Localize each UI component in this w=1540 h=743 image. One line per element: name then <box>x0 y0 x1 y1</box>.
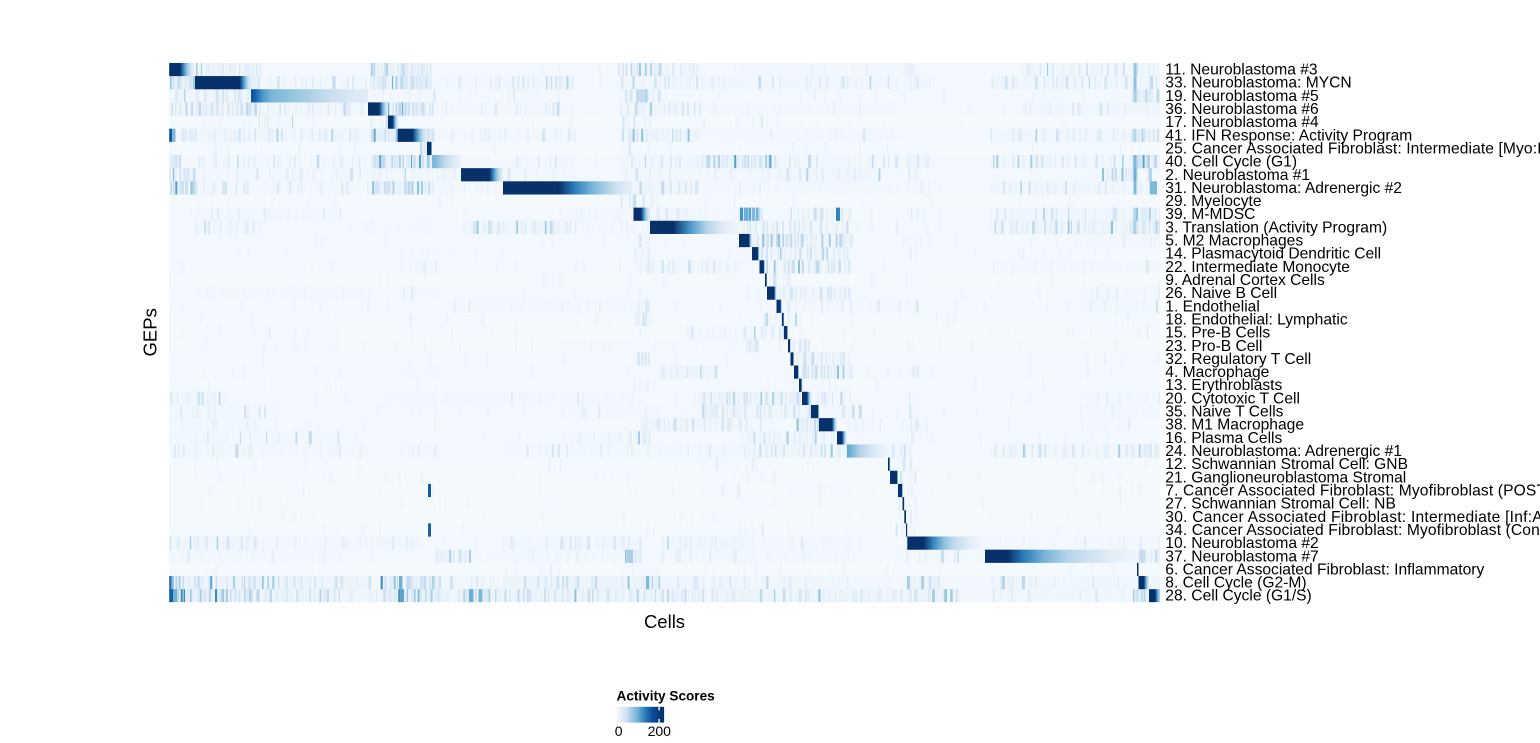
svg-text:GEPs: GEPs <box>140 308 161 356</box>
svg-text:22. Intermediate Monocyte: 22. Intermediate Monocyte <box>1165 259 1350 276</box>
svg-text:31. Neuroblastoma: Adrenergic: 31. Neuroblastoma: Adrenergic #2 <box>1165 180 1402 197</box>
svg-text:Cells: Cells <box>644 611 685 632</box>
svg-text:27. Schwannian Stromal Cell: N: 27. Schwannian Stromal Cell: NB <box>1165 496 1396 513</box>
svg-text:26. Naive B Cell: 26. Naive B Cell <box>1165 285 1277 302</box>
svg-text:5. M2 Macrophages: 5. M2 Macrophages <box>1165 233 1303 250</box>
svg-text:10. Neuroblastoma #2: 10. Neuroblastoma #2 <box>1165 535 1318 552</box>
svg-text:16. Plasma Cells: 16. Plasma Cells <box>1165 430 1282 447</box>
svg-text:0: 0 <box>615 723 623 739</box>
svg-text:36. Neuroblastoma #6: 36. Neuroblastoma #6 <box>1165 101 1318 118</box>
svg-text:17. Neuroblastoma #4: 17. Neuroblastoma #4 <box>1165 114 1319 131</box>
svg-text:19. Neuroblastoma #5: 19. Neuroblastoma #5 <box>1165 88 1319 105</box>
svg-text:7. Cancer Associated Fibroblas: 7. Cancer Associated Fibroblast: Myofibr… <box>1165 482 1540 499</box>
svg-text:35. Naive T Cells: 35. Naive T Cells <box>1165 404 1283 421</box>
svg-text:23. Pro-B Cell: 23. Pro-B Cell <box>1165 338 1262 355</box>
svg-text:30. Cancer Associated Fibrobla: 30. Cancer Associated Fibroblast: Interm… <box>1165 509 1540 526</box>
svg-text:8. Cell Cycle (G2-M): 8. Cell Cycle (G2-M) <box>1165 575 1306 592</box>
svg-text:32. Regulatory T Cell: 32. Regulatory T Cell <box>1165 351 1311 368</box>
svg-text:4. Macrophage: 4. Macrophage <box>1165 364 1269 381</box>
svg-text:11. Neuroblastoma #3: 11. Neuroblastoma #3 <box>1165 62 1317 79</box>
svg-text:Activity Scores: Activity Scores <box>617 689 715 704</box>
svg-text:200: 200 <box>648 723 672 739</box>
svg-text:29. Myelocyte: 29. Myelocyte <box>1165 193 1261 210</box>
svg-text:1. Endothelial: 1. Endothelial <box>1165 298 1260 315</box>
svg-text:34. Cancer Associated Fibrobla: 34. Cancer Associated Fibroblast: Myofib… <box>1165 522 1540 539</box>
svg-text:24. Neuroblastoma: Adrenergic: 24. Neuroblastoma: Adrenergic #1 <box>1165 443 1402 460</box>
svg-text:20. Cytotoxic T Cell: 20. Cytotoxic T Cell <box>1165 390 1300 407</box>
svg-text:21. Ganglioneuroblastoma Strom: 21. Ganglioneuroblastoma Stromal <box>1165 469 1406 486</box>
svg-text:38. M1 Macrophage: 38. M1 Macrophage <box>1165 417 1304 434</box>
svg-text:2. Neuroblastoma #1: 2. Neuroblastoma #1 <box>1165 167 1310 184</box>
svg-text:12. Schwannian Stromal Cell: G: 12. Schwannian Stromal Cell: GNB <box>1165 456 1408 473</box>
svg-text:9. Adrenal Cortex Cells: 9. Adrenal Cortex Cells <box>1165 272 1325 289</box>
svg-text:14. Plasmacytoid Dendritic Cel: 14. Plasmacytoid Dendritic Cell <box>1165 246 1381 263</box>
svg-text:18. Endothelial: Lymphatic: 18. Endothelial: Lymphatic <box>1165 311 1348 328</box>
svg-text:41. IFN Response: Activity Pro: 41. IFN Response: Activity Program <box>1165 127 1412 144</box>
svg-text:33. Neuroblastoma: MYCN: 33. Neuroblastoma: MYCN <box>1165 75 1351 92</box>
svg-text:25. Cancer Associated Fibrobla: 25. Cancer Associated Fibroblast: Interm… <box>1165 140 1540 157</box>
svg-text:39. M-MDSC: 39. M-MDSC <box>1165 206 1255 223</box>
svg-text:13. Erythroblasts: 13. Erythroblasts <box>1165 377 1282 394</box>
svg-text:3. Translation (Activity Progr: 3. Translation (Activity Program) <box>1165 219 1387 236</box>
svg-text:37. Neuroblastoma #7: 37. Neuroblastoma #7 <box>1165 548 1318 565</box>
svg-text:15. Pre-B Cells: 15. Pre-B Cells <box>1165 325 1270 342</box>
svg-text:40. Cell Cycle (G1): 40. Cell Cycle (G1) <box>1165 154 1297 171</box>
svg-text:6. Cancer Associated Fibroblas: 6. Cancer Associated Fibroblast: Inflamm… <box>1165 561 1484 578</box>
svg-text:28. Cell Cycle (G1/S): 28. Cell Cycle (G1/S) <box>1165 588 1311 605</box>
